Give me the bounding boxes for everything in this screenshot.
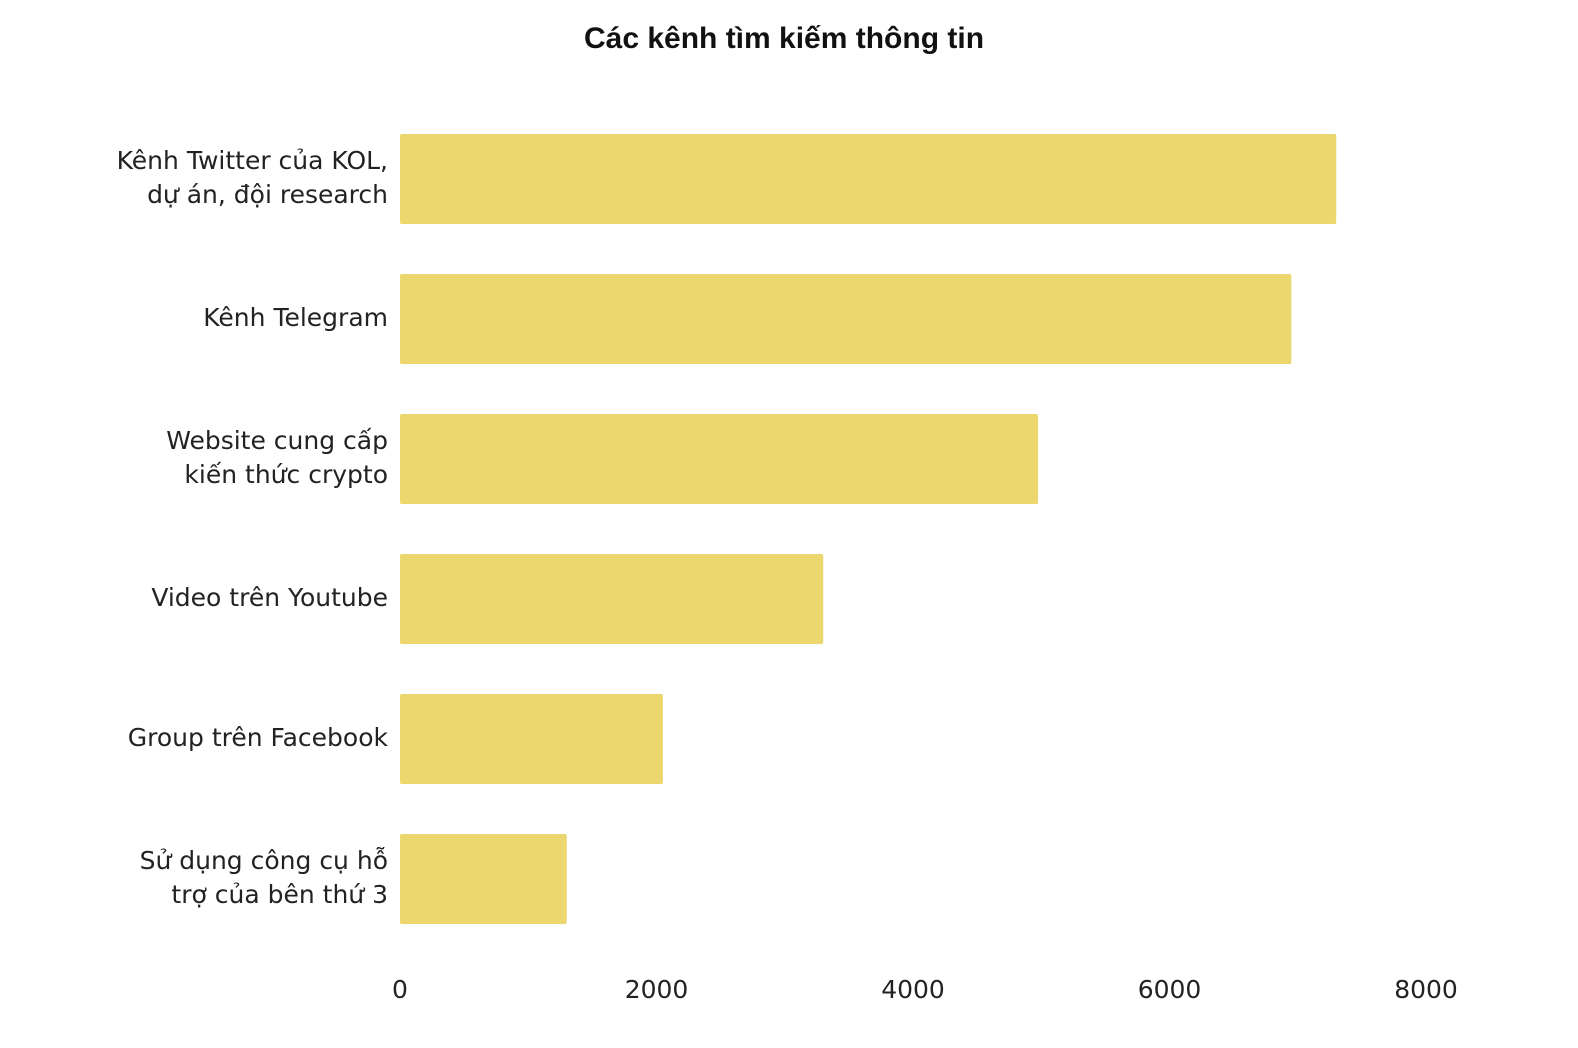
y-tick-label: Group trên Facebook (128, 723, 389, 752)
bar (400, 554, 824, 644)
bar (400, 414, 1039, 504)
x-tick-label: 8000 (1394, 975, 1458, 1004)
y-tick-label: Sử dụng công cụ hỗ (140, 846, 388, 875)
bar (400, 274, 1292, 364)
bar (400, 834, 567, 924)
x-tick-label: 0 (392, 975, 408, 1004)
y-tick-label: kiến thức crypto (184, 460, 388, 489)
y-tick-label: Video trên Youtube (151, 583, 388, 612)
y-tick-label: dự án, đội research (147, 180, 388, 209)
x-tick-label: 4000 (881, 975, 945, 1004)
y-tick-label: Website cung cấp (166, 426, 388, 455)
y-tick-label: trợ của bên thứ 3 (171, 880, 388, 909)
y-tick-label: Kênh Twitter của KOL, (117, 146, 388, 175)
x-tick-label: 2000 (625, 975, 689, 1004)
x-tick-label: 6000 (1138, 975, 1202, 1004)
y-tick-label: Kênh Telegram (203, 303, 388, 332)
chart-title: Các kênh tìm kiếm thông tin (584, 22, 984, 55)
bar (400, 694, 663, 784)
bar (400, 134, 1337, 224)
